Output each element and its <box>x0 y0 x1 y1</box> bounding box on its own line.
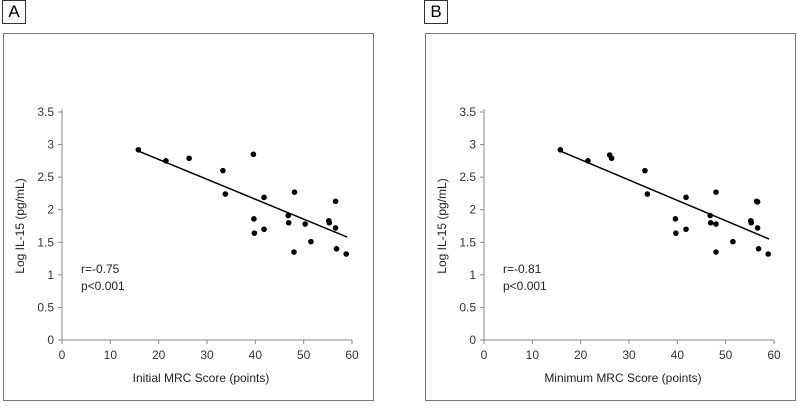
x-tick-label: 30 <box>622 348 636 362</box>
data-point <box>186 155 192 162</box>
data-point <box>261 226 267 233</box>
x-tick-label: 40 <box>671 348 685 362</box>
x-axis-title: Minimum MRC Score (points) <box>544 371 701 385</box>
data-point <box>683 226 689 233</box>
panel-label: A <box>2 0 26 24</box>
data-point <box>642 167 648 174</box>
data-point <box>683 194 689 201</box>
plot-frame: 0 0.5 1 1.5 2 2.5 3 3.5 0 10 20 30 40 50 60 Initial MRC… <box>3 33 374 401</box>
data-point <box>333 246 340 252</box>
y-axis-title: Log IL-15 (pg/mL) <box>13 178 27 273</box>
data-point <box>713 221 719 227</box>
panel-label: B <box>424 0 448 24</box>
x-tick-label: 10 <box>526 348 540 362</box>
data-point <box>250 151 257 158</box>
y-tick-label: 1.5 <box>459 235 476 249</box>
data-point <box>163 158 169 164</box>
data-point <box>557 146 564 153</box>
y-tick-label: 1 <box>47 268 54 282</box>
data-point <box>220 167 226 174</box>
data-point <box>343 251 350 257</box>
y-tick-label: 3 <box>47 138 54 152</box>
data-point <box>707 212 713 219</box>
y-tick-label: 0.5 <box>459 300 476 314</box>
x-axis-title: Initial MRC Score (points) <box>133 371 270 385</box>
correlation-annotation: r=-0.75 <box>81 262 120 276</box>
x-tick-label: 50 <box>719 348 733 362</box>
y-tick-label: 3.5 <box>459 105 476 119</box>
y-tick-label: 3 <box>469 138 476 152</box>
p-value-annotation: p<0.001 <box>81 279 125 293</box>
trendline <box>560 150 770 240</box>
data-point <box>713 249 719 255</box>
y-tick-label: 2 <box>469 203 476 217</box>
data-point <box>135 146 142 153</box>
y-tick-label: 0 <box>469 333 476 347</box>
data-point <box>251 230 258 236</box>
y-tick-label: 0.5 <box>37 300 54 314</box>
y-tick-label: 0 <box>47 333 54 347</box>
panel-b: B 0 0.5 1 1.5 2 2.5 3 3.5 0 10 20 30 40 50 60 Minimum M… <box>424 0 797 401</box>
p-value-annotation: p<0.001 <box>503 279 547 293</box>
data-point <box>730 238 736 245</box>
data-point <box>754 199 761 205</box>
data-point <box>326 219 333 226</box>
data-point <box>285 219 292 226</box>
data-point <box>748 219 755 226</box>
data-point <box>251 216 257 222</box>
y-tick-label: 2.5 <box>37 170 54 184</box>
x-tick-label: 20 <box>152 348 166 362</box>
data-point <box>332 198 339 205</box>
data-point <box>672 216 679 222</box>
data-point <box>308 238 314 245</box>
y-tick-label: 2.5 <box>459 170 476 184</box>
x-tick-label: 10 <box>104 348 118 362</box>
y-axis-title: Log IL-15 (pg/mL) <box>435 178 449 273</box>
x-tick-label: 20 <box>574 348 588 362</box>
data-point <box>285 212 292 219</box>
x-tick-label: 60 <box>345 348 359 362</box>
y-tick-label: 2 <box>47 203 54 217</box>
data-point <box>765 251 771 257</box>
data-point <box>673 230 679 236</box>
data-point <box>644 191 651 197</box>
correlation-annotation: r=-0.81 <box>503 262 542 276</box>
y-tick-label: 3.5 <box>37 105 54 119</box>
data-point <box>302 221 308 227</box>
trendline <box>138 150 348 238</box>
data-point <box>713 189 719 195</box>
data-point <box>608 155 615 162</box>
panel-a: A 0 0.5 1 1.5 2 2.5 3 3.5 0 10 20 30 40 50 60 Initial M… <box>2 0 375 401</box>
data-point <box>222 191 229 197</box>
x-tick-label: 60 <box>767 348 781 362</box>
data-point <box>291 189 298 195</box>
data-point <box>585 158 591 164</box>
x-tick-label: 0 <box>59 348 66 362</box>
data-point <box>291 249 297 255</box>
scatter-chart-b: 0 0.5 1 1.5 2 2.5 3 3.5 0 10 20 30 40 50 60 Minimum MRC… <box>435 105 781 385</box>
data-point <box>754 225 761 231</box>
y-tick-label: 1 <box>469 268 476 282</box>
data-point <box>707 219 714 226</box>
scatter-chart-a: 0 0.5 1 1.5 2 2.5 3 3.5 0 10 20 30 40 50 60 Initial MRC… <box>13 105 359 385</box>
data-point <box>755 246 762 252</box>
data-point <box>261 194 267 201</box>
x-tick-label: 30 <box>200 348 214 362</box>
x-tick-label: 40 <box>249 348 263 362</box>
x-tick-label: 50 <box>297 348 311 362</box>
y-tick-label: 1.5 <box>37 235 54 249</box>
data-point <box>332 225 339 231</box>
plot-frame: 0 0.5 1 1.5 2 2.5 3 3.5 0 10 20 30 40 50 60 Minimum MRC… <box>425 33 796 401</box>
x-tick-label: 0 <box>481 348 488 362</box>
